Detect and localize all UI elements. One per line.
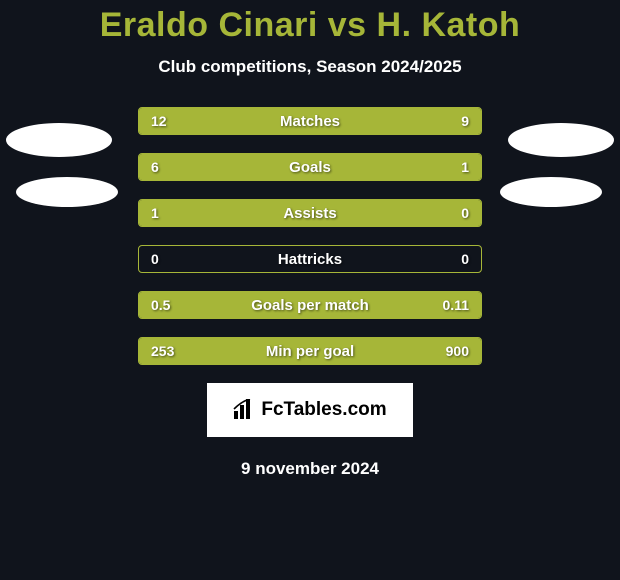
stat-label: Goals [139, 154, 481, 180]
subtitle: Club competitions, Season 2024/2025 [0, 57, 620, 77]
brand-badge: FcTables.com [207, 383, 413, 437]
player-left-avatar-2 [16, 177, 118, 207]
stat-row: 0Hattricks0 [138, 245, 482, 273]
stat-label: Min per goal [139, 338, 481, 364]
stat-row: 6Goals1 [138, 153, 482, 181]
page-title: Eraldo Cinari vs H. Katoh [0, 6, 620, 45]
stat-row: 1Assists0 [138, 199, 482, 227]
footer-date: 9 november 2024 [0, 459, 620, 479]
player-right-avatar-2 [500, 177, 602, 207]
stat-value-right: 0 [461, 200, 469, 226]
player-right-avatar-1 [508, 123, 614, 157]
stat-value-right: 900 [446, 338, 469, 364]
stat-row: 253Min per goal900 [138, 337, 482, 365]
stat-row: 12Matches9 [138, 107, 482, 135]
stat-label: Hattricks [139, 246, 481, 272]
comparison-content: 12Matches96Goals11Assists00Hattricks00.5… [0, 107, 620, 479]
stat-bars: 12Matches96Goals11Assists00Hattricks00.5… [138, 107, 482, 365]
stat-row: 0.5Goals per match0.11 [138, 291, 482, 319]
stat-value-right: 1 [461, 154, 469, 180]
stat-value-right: 0 [461, 246, 469, 272]
stat-label: Assists [139, 200, 481, 226]
brand-bars-icon [233, 399, 255, 421]
brand-text: FcTables.com [261, 399, 386, 421]
stat-label: Goals per match [139, 292, 481, 318]
stat-value-right: 9 [461, 108, 469, 134]
player-left-avatar-1 [6, 123, 112, 157]
stat-label: Matches [139, 108, 481, 134]
stat-value-right: 0.11 [443, 292, 469, 318]
